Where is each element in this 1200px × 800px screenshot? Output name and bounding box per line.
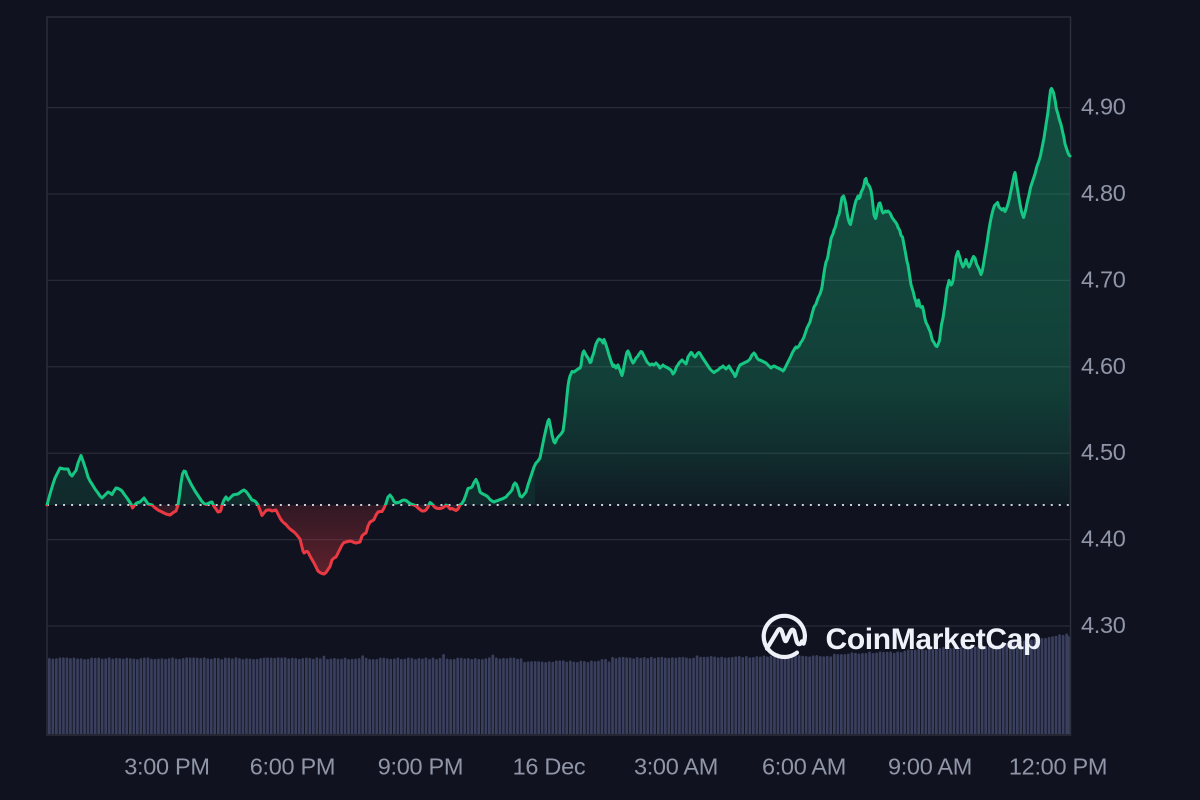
svg-text:4.30: 4.30 — [1081, 612, 1126, 638]
svg-text:4.80: 4.80 — [1081, 180, 1126, 206]
svg-text:4.50: 4.50 — [1081, 439, 1126, 465]
svg-text:3:00 AM: 3:00 AM — [634, 754, 718, 780]
svg-text:16 Dec: 16 Dec — [513, 754, 586, 780]
svg-text:4.60: 4.60 — [1081, 353, 1126, 379]
svg-text:3:00 PM: 3:00 PM — [124, 754, 209, 780]
svg-text:6:00 AM: 6:00 AM — [762, 754, 846, 780]
svg-text:12:00 PM: 12:00 PM — [1009, 754, 1107, 780]
svg-text:9:00 AM: 9:00 AM — [888, 754, 972, 780]
svg-text:4.70: 4.70 — [1081, 266, 1126, 292]
svg-text:9:00 PM: 9:00 PM — [378, 754, 463, 780]
svg-text:CoinMarketCap: CoinMarketCap — [826, 623, 1042, 656]
svg-text:4.40: 4.40 — [1081, 526, 1126, 552]
svg-text:4.90: 4.90 — [1081, 94, 1126, 120]
svg-text:6:00 PM: 6:00 PM — [250, 754, 335, 780]
